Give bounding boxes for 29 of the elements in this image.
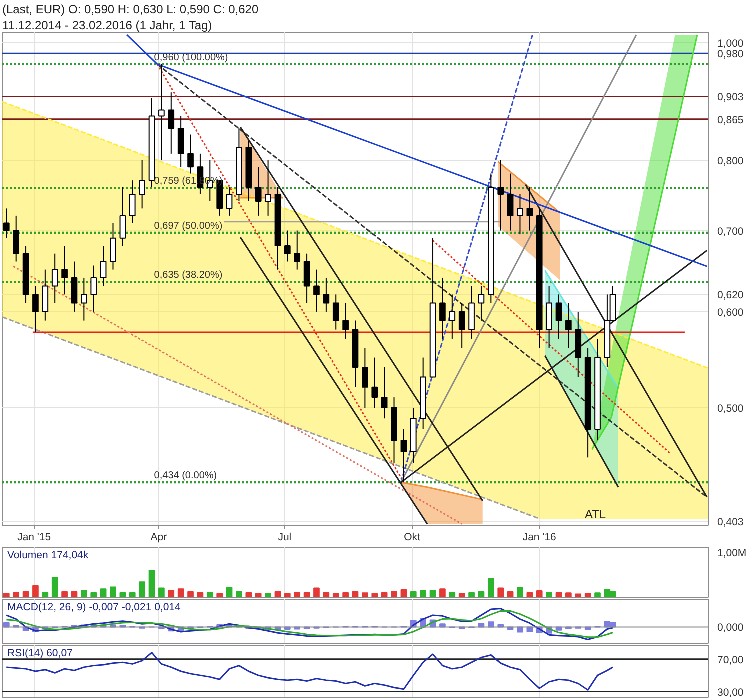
y-tick-label: 0,800 xyxy=(718,155,744,168)
y-tick-label: 1,000 xyxy=(718,38,744,50)
y-tick-label: 0,403 xyxy=(718,516,744,529)
ref-line-label: 0,865 xyxy=(718,114,744,126)
annotation: ATL xyxy=(584,508,606,522)
x-tick-label: Jan '16 xyxy=(522,532,557,544)
y-tick-label: 0,600 xyxy=(718,306,744,319)
chart-subtitle: 11.12.2014 - 23.02.2016 (1 Jahr, 1 Tag) xyxy=(2,18,212,32)
ref-line-label: 0,434 (0.00%) xyxy=(154,470,218,482)
y-tick-label: 30,00 xyxy=(718,686,744,699)
y-tick-label: 70,00 xyxy=(718,654,744,666)
y-tick-label: 0,700 xyxy=(718,226,744,238)
chart-title: MACD(12, 26, 9) -0,007 -0,021 0,014 xyxy=(8,602,182,614)
x-tick-label: Apr xyxy=(150,532,168,544)
x-tick-label: Jul xyxy=(278,532,292,544)
chart-title: (Last, EUR) O: 0,590 H: 0,630 L: 0,590 C: 0,620 xyxy=(2,2,259,16)
x-tick-label: Jan '15 xyxy=(18,532,52,544)
text: 1,00M xyxy=(718,548,747,560)
x-tick-label: Okt xyxy=(404,532,421,544)
y-tick-label: 0,620 xyxy=(718,290,744,302)
y-tick-label: 0,500 xyxy=(718,402,744,415)
ref-line-label: 0,960 (100.00%) xyxy=(154,52,228,64)
chart-title: Volumen 174,04k xyxy=(8,550,90,562)
chart-title: RSI(14) 60,07 xyxy=(8,648,74,660)
ref-line-label: 0,903 xyxy=(718,92,744,104)
ref-line-label: 0,635 (38.20%) xyxy=(154,270,223,282)
ref-line-label: 0,697 (50.00%) xyxy=(154,221,223,232)
text: 0,000 xyxy=(718,622,744,634)
ref-line-label: 0,980 xyxy=(718,48,744,61)
